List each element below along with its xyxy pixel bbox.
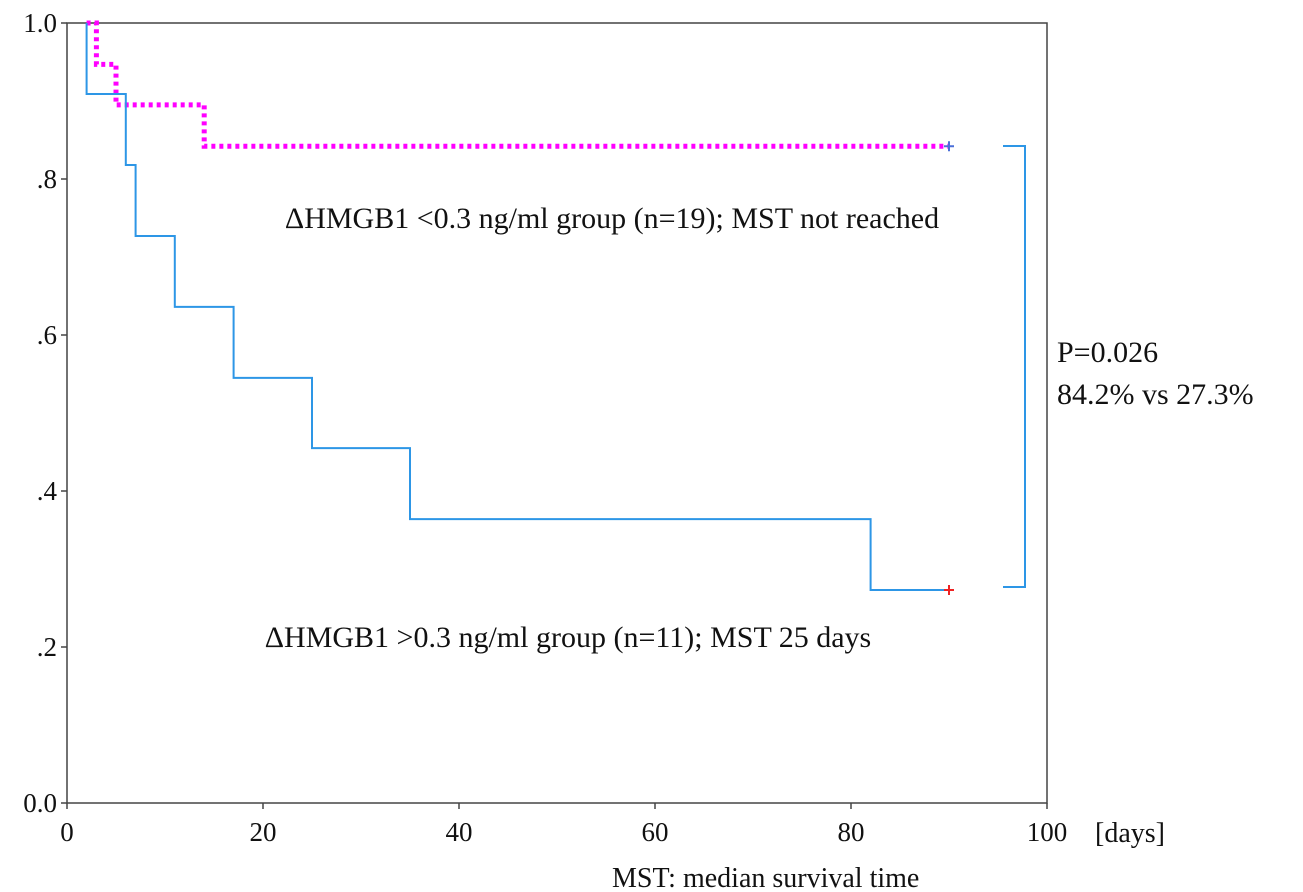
x-tick-label: 20 bbox=[250, 817, 277, 847]
x-axis-ticks: 0 20 40 60 80 100 bbox=[60, 803, 1067, 847]
low-hmgb1-survival-line bbox=[86, 20, 949, 149]
x-tick-label: 0 bbox=[60, 817, 74, 847]
y-axis-ticks: 0.0 .2 .4 .6 .8 1.0 bbox=[23, 8, 67, 818]
high-hmgb1-survival-line bbox=[85, 23, 949, 592]
group-high-label: ΔHMGB1 >0.3 ng/ml group (n=11); MST 25 d… bbox=[265, 621, 871, 654]
survival-series bbox=[85, 20, 954, 596]
x-tick-label: 60 bbox=[642, 817, 669, 847]
y-tick-label: .8 bbox=[37, 164, 57, 194]
footnote-text: MST: median survival time bbox=[612, 863, 919, 892]
group-low-label: ΔHMGB1 <0.3 ng/ml group (n=19); MST not … bbox=[285, 202, 939, 235]
y-tick-label: 0.0 bbox=[23, 788, 57, 818]
plot-frame bbox=[66, 22, 1048, 804]
x-tick-label: 100 bbox=[1027, 817, 1068, 847]
survival-comparison-text: 84.2% vs 27.3% bbox=[1057, 378, 1254, 411]
low-hmgb1-censor-mark bbox=[944, 141, 954, 152]
y-tick-label: .2 bbox=[37, 632, 57, 662]
y-tick-label: .4 bbox=[37, 476, 58, 506]
high-hmgb1-censor-mark bbox=[944, 585, 954, 596]
comparison-bracket bbox=[1003, 145, 1026, 588]
p-value-text: P=0.026 bbox=[1057, 336, 1158, 369]
y-tick-label: .6 bbox=[37, 320, 57, 350]
x-tick-label: 80 bbox=[838, 817, 865, 847]
y-tick-label: 1.0 bbox=[23, 8, 57, 38]
x-tick-label: 40 bbox=[446, 817, 473, 847]
x-unit-label: [days] bbox=[1095, 818, 1165, 849]
